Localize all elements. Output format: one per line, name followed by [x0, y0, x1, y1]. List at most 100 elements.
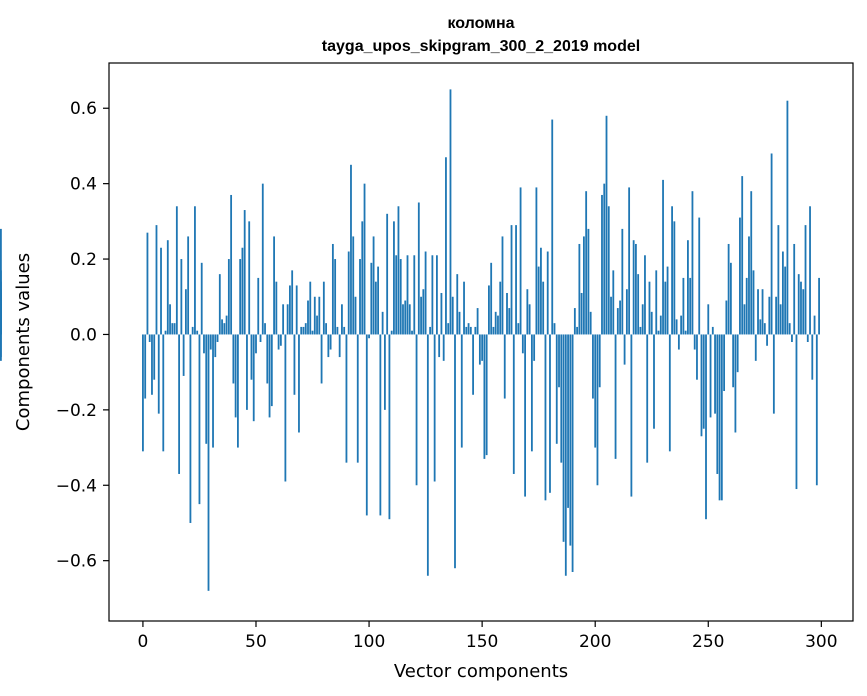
- bar-67: [293, 334, 296, 395]
- bar-152: [485, 334, 488, 456]
- bar-181: [551, 119, 554, 335]
- bar-221: [641, 304, 644, 335]
- bar-55: [266, 334, 269, 384]
- bar-156: [494, 311, 497, 335]
- bar-4: [151, 334, 153, 395]
- bar-206: [607, 206, 610, 335]
- y-tick-label: 0.6: [70, 99, 97, 119]
- bar-154: [490, 262, 493, 335]
- bar-62: [282, 304, 285, 335]
- bar-197: [587, 228, 590, 335]
- bar-265: [741, 176, 744, 335]
- bar-191: [573, 308, 576, 335]
- bar-16: [178, 334, 181, 474]
- bar-61: [279, 334, 282, 346]
- bar-38: [227, 259, 230, 335]
- bar-209: [614, 334, 617, 459]
- bar-112: [395, 255, 398, 335]
- bar-183: [555, 334, 558, 444]
- bar-79: [320, 334, 323, 384]
- bar-41: [234, 334, 237, 418]
- bar-180: [549, 334, 551, 493]
- bar-99: [365, 334, 368, 516]
- bar-95: [356, 334, 359, 463]
- bar-224: [648, 281, 651, 335]
- bar-8: [160, 247, 162, 335]
- bar-122: [417, 202, 420, 335]
- bar-106: [381, 311, 384, 335]
- bar-236: [675, 319, 678, 335]
- bar-234: [671, 206, 673, 335]
- y-tick-label: −0.6: [56, 552, 97, 572]
- bar-215: [628, 187, 631, 335]
- bar-65: [289, 285, 291, 335]
- bar-222: [644, 255, 646, 335]
- bar-88: [341, 304, 343, 335]
- bar-164: [512, 334, 515, 474]
- bar-51: [257, 277, 260, 335]
- bar-219: [637, 274, 640, 335]
- bar-47: [248, 221, 251, 335]
- bar-103: [374, 281, 377, 335]
- bar-284: [784, 266, 787, 335]
- bar-94: [354, 296, 357, 335]
- bar-231: [664, 281, 667, 335]
- bar-262: [734, 334, 737, 433]
- bar-289: [795, 334, 798, 490]
- bar-49: [252, 334, 255, 422]
- bar-120: [413, 255, 416, 335]
- bar-101: [370, 262, 373, 335]
- bar-199: [592, 334, 594, 399]
- bar-204: [603, 183, 606, 335]
- bar-165: [515, 225, 517, 335]
- bar-96: [359, 259, 361, 335]
- bar-186: [562, 334, 565, 542]
- bar-69: [298, 334, 300, 433]
- bar-12: [169, 304, 171, 335]
- bar-177: [542, 281, 545, 335]
- chart-title: коломна: [447, 15, 514, 32]
- bar-252: [711, 326, 714, 335]
- bar-52: [259, 334, 262, 342]
- bar-167: [519, 187, 522, 335]
- bar-193: [578, 243, 581, 335]
- bar-133: [442, 334, 445, 361]
- bar-283: [781, 251, 784, 335]
- bar-125: [424, 251, 427, 335]
- bar-175: [537, 266, 540, 335]
- bar-58: [273, 236, 275, 335]
- bar-undefined: [0, 334, 2, 361]
- y-axis-label: Components values: [13, 253, 34, 431]
- bar-undefined: [0, 304, 2, 335]
- bar-185: [560, 334, 563, 463]
- bar-139: [456, 274, 459, 335]
- bar-217: [632, 240, 635, 335]
- bar-243: [691, 191, 694, 335]
- bar-264: [739, 217, 741, 335]
- y-tick-label: 0.4: [70, 175, 97, 195]
- bar-228: [657, 330, 660, 335]
- bar-0: [142, 334, 144, 452]
- bar-146: [472, 334, 474, 395]
- bar-6: [155, 225, 158, 335]
- x-tick-label: 250: [692, 632, 724, 652]
- bar-233: [668, 334, 671, 452]
- bar-200: [594, 334, 597, 448]
- bar-188: [567, 334, 569, 508]
- bar-239: [682, 277, 685, 335]
- bar-267: [745, 277, 748, 335]
- bar-192: [576, 326, 579, 335]
- bar-202: [598, 334, 601, 388]
- bar-143: [465, 326, 468, 335]
- bar-269: [750, 191, 753, 335]
- bar-92: [350, 164, 352, 335]
- bar-253: [714, 334, 716, 414]
- bar-134: [445, 157, 447, 335]
- bar-72: [304, 323, 307, 335]
- bar-161: [506, 292, 508, 335]
- bar-172: [530, 334, 533, 452]
- bar-157: [497, 315, 499, 335]
- bar-296: [811, 334, 814, 380]
- bar-247: [700, 334, 703, 437]
- bar-280: [775, 296, 778, 335]
